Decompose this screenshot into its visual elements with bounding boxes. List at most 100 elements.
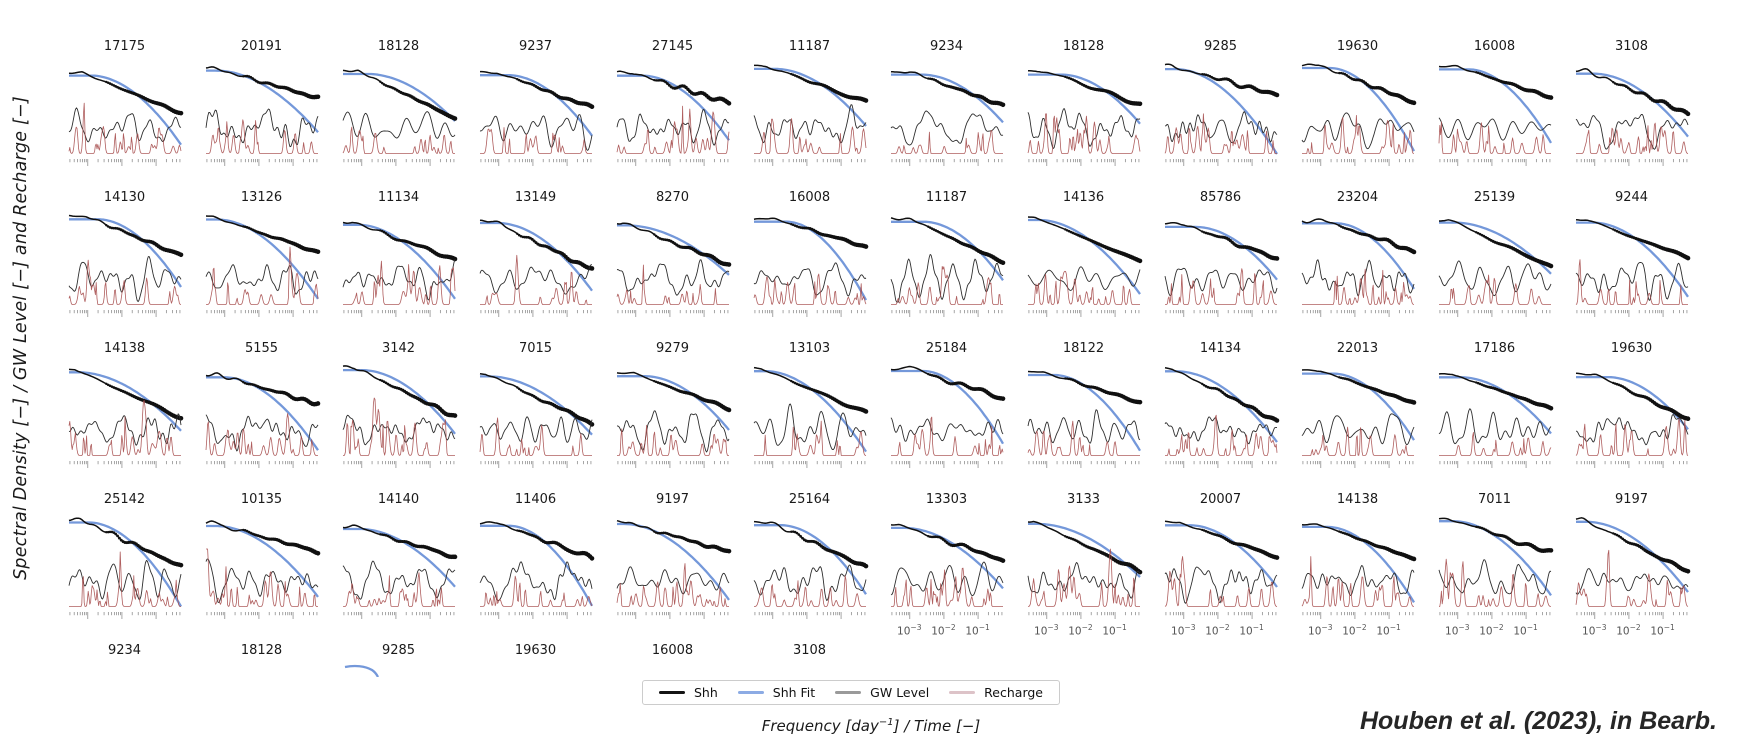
subplot-title: 11187: [925, 190, 968, 205]
subplot-title: 19630: [1610, 341, 1653, 356]
subplot-cell: 9234: [56, 640, 193, 740]
subplot-cell: 19630: [1289, 36, 1426, 187]
subplot-cell: 13103: [741, 338, 878, 489]
subplot-cell: 14138: [56, 338, 193, 489]
subplot-grid: 17175 20191 18128 9237 27145 11187 9234 18128 92…: [56, 36, 1700, 740]
plot-canvas: [753, 217, 868, 317]
plot-canvas: [1164, 221, 1279, 317]
plot-canvas: [1164, 63, 1279, 166]
subplot-cell: 3133 10−3 10−2 10−1: [1015, 489, 1152, 640]
legend: Shh Shh Fit GW Level Recharge: [642, 680, 1060, 705]
subplot-title: 16008: [1473, 39, 1516, 54]
subplot-title: 19630: [514, 643, 557, 658]
subplot-title: 9279: [655, 341, 690, 356]
subplot-cell: 9197 10−3 10−2 10−1: [1563, 489, 1700, 640]
subplot-cell: 18122: [1015, 338, 1152, 489]
subplot-cell: 3142: [330, 338, 467, 489]
plot-canvas: [205, 372, 320, 468]
subplot-cell: 20191: [193, 36, 330, 187]
x-tick-label: 10−3: [1445, 623, 1470, 638]
plot-canvas: [1164, 520, 1279, 619]
subplot-cell: 11187: [878, 187, 1015, 338]
subplot-title: 11187: [788, 39, 831, 54]
subplot-title: 22013: [1336, 341, 1379, 356]
subplot-cell: 9285: [330, 640, 467, 740]
x-tick-label: 10−3: [897, 623, 922, 638]
subplot-cell: 9285: [1152, 36, 1289, 187]
x-tick-labels: 10−3 10−2 10−1: [1161, 623, 1281, 638]
subplot-title: 9197: [1614, 492, 1649, 507]
subplot-title: 16008: [651, 643, 694, 658]
plot-canvas: [1438, 517, 1553, 619]
subplot-title: 5155: [244, 341, 279, 356]
subplot-cell: 13126: [193, 187, 330, 338]
subplot-cell: 3108: [741, 640, 878, 740]
subplot-cell: 9244: [1563, 187, 1700, 338]
x-tick-label: 10−3: [1034, 623, 1059, 638]
subplot-cell: 7015: [467, 338, 604, 489]
subplot-title: 85786: [1199, 190, 1242, 205]
subplot-title: 14136: [1062, 190, 1105, 205]
legend-item-shh: Shh: [659, 685, 718, 700]
plot-canvas: [479, 372, 594, 468]
subplot-cell: 16008: [1426, 36, 1563, 187]
x-tick-labels: 10−3 10−2 10−1: [1572, 623, 1692, 638]
subplot-cell: 17186: [1426, 338, 1563, 489]
subplot-title: 18122: [1062, 341, 1105, 356]
x-tick-label: 10−3: [1308, 623, 1333, 638]
subplot-title: 3133: [1066, 492, 1101, 507]
subplot-cell: 11406: [467, 489, 604, 640]
plot-canvas: [1027, 370, 1142, 468]
plot-canvas: [68, 368, 183, 468]
x-tick-label: 10−2: [1342, 623, 1367, 638]
subplot-title: 14130: [103, 190, 146, 205]
plot-canvas: [753, 520, 868, 619]
subplot-title: 9234: [107, 643, 142, 658]
x-tick-label: 10−1: [1102, 623, 1127, 638]
subplot-cell: 7011 10−3 10−2 10−1: [1426, 489, 1563, 640]
subplot-title: 13126: [240, 190, 283, 205]
plot-canvas: [479, 521, 594, 619]
subplot-cell: 8270: [604, 187, 741, 338]
plot-canvas: [1027, 520, 1142, 619]
plot-canvas: [616, 519, 731, 619]
recharge-line-swatch: [949, 691, 976, 694]
x-tick-label: 10−2: [1616, 623, 1641, 638]
plot-canvas: [1438, 219, 1553, 317]
subplot-cell: 18128: [330, 36, 467, 187]
subplot-cell: 16008: [604, 640, 741, 740]
subplot-title: 25142: [103, 492, 146, 507]
x-tick-label: 10−2: [1205, 623, 1230, 638]
plot-canvas: [616, 222, 731, 317]
subplot-title: 27145: [651, 39, 694, 54]
subplot-title: 3142: [381, 341, 416, 356]
x-tick-labels: 10−3 10−2 10−1: [1298, 623, 1418, 638]
plot-canvas: [342, 365, 457, 468]
plot-canvas: [342, 524, 457, 619]
subplot-cell: 5155: [193, 338, 330, 489]
subplot-title: 20007: [1199, 492, 1242, 507]
subplot-cell: 18128: [193, 640, 330, 740]
legend-label-shh: Shh: [694, 685, 718, 700]
y-axis-label: Spectral Density [−] / GW Level [−] and …: [11, 96, 31, 580]
subplot-title: 18128: [240, 643, 283, 658]
plot-canvas: [479, 219, 594, 317]
subplot-cell: 25184: [878, 338, 1015, 489]
legend-label-gw-level: GW Level: [870, 685, 930, 700]
x-axis-label-pre: Frequency [day: [761, 717, 879, 735]
plot-canvas: [1575, 517, 1690, 619]
subplot-title: 7011: [1477, 492, 1512, 507]
plot-canvas: [1301, 63, 1416, 166]
plot-canvas: [1027, 69, 1142, 166]
x-tick-labels: 10−3 10−2 10−1: [1024, 623, 1144, 638]
subplot-cell: 14136: [1015, 187, 1152, 338]
legend-label-recharge: Recharge: [984, 685, 1043, 700]
x-tick-label: 10−3: [1582, 623, 1607, 638]
subplot-title: 20191: [240, 39, 283, 54]
x-tick-label: 10−1: [1239, 623, 1264, 638]
plot-canvas: [479, 70, 594, 166]
subplot-cell: 22013: [1289, 338, 1426, 489]
plot-canvas: [1575, 372, 1690, 468]
subplot-title: 8270: [655, 190, 690, 205]
